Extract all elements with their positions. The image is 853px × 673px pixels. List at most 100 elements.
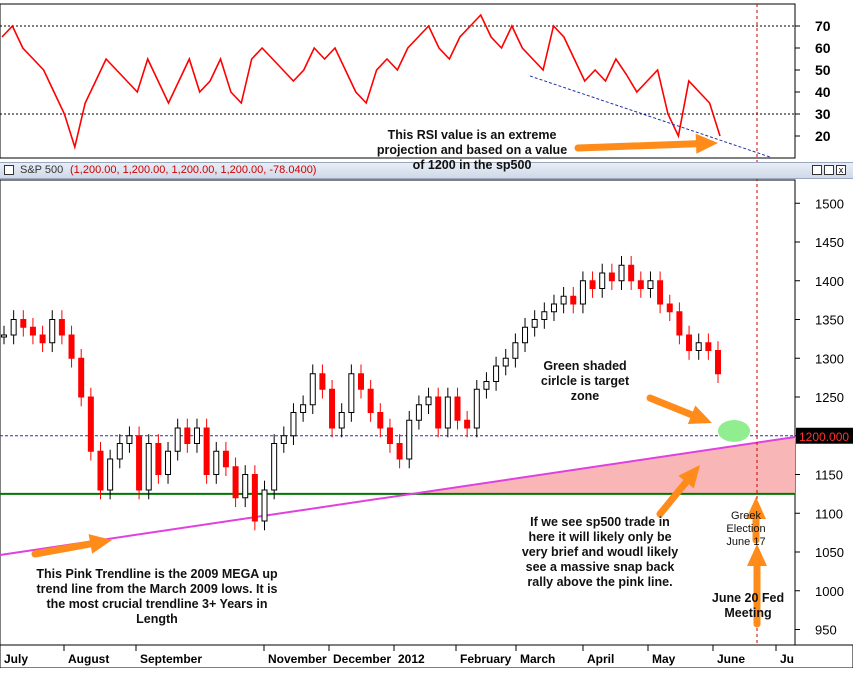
candle-body bbox=[541, 311, 548, 320]
candle-body bbox=[570, 295, 577, 305]
candle-body bbox=[444, 396, 451, 429]
candle-body bbox=[242, 474, 249, 499]
candle-body bbox=[261, 489, 268, 522]
candle-body bbox=[686, 334, 693, 351]
candle-body bbox=[618, 264, 625, 282]
price-tick-label: 1150 bbox=[815, 468, 843, 483]
price-label: 1200.000 bbox=[799, 430, 849, 444]
x-tick-label: 2012 bbox=[398, 652, 425, 666]
candle-body bbox=[58, 319, 65, 336]
greek-election-note: Greek Election June 17 bbox=[726, 510, 766, 548]
candle-body bbox=[107, 458, 114, 491]
x-tick-label: July bbox=[4, 652, 28, 666]
candle-body bbox=[251, 474, 258, 522]
greek-arrow-head bbox=[746, 497, 766, 519]
candle-body bbox=[126, 435, 133, 444]
candle-body bbox=[309, 373, 316, 406]
candle-body bbox=[579, 280, 586, 305]
candle-body bbox=[608, 272, 615, 282]
candle-body bbox=[155, 443, 162, 475]
candle-body bbox=[87, 396, 94, 452]
price-tick-label: 1050 bbox=[815, 545, 844, 560]
trendline-note: This Pink Trendline is the 2009 MEGA up … bbox=[36, 567, 278, 626]
price-tick-label: 1100 bbox=[815, 506, 843, 521]
candle-body bbox=[628, 264, 635, 282]
candle-body bbox=[1, 334, 7, 338]
close-button[interactable]: x bbox=[836, 165, 846, 175]
candle-body bbox=[20, 319, 27, 328]
candle-body bbox=[338, 412, 345, 429]
candle-body bbox=[483, 381, 490, 390]
candle-body bbox=[695, 342, 702, 351]
pink-trendline bbox=[0, 436, 796, 556]
sp500-window-titlebar: S&P 500 (1,200.00, 1,200.00, 1,200.00, 1… bbox=[0, 162, 853, 179]
rsi-note: This RSI value is an extreme projection … bbox=[376, 128, 568, 172]
trade-arrow-head bbox=[678, 465, 700, 489]
candle-body bbox=[647, 280, 654, 289]
x-tick-label: September bbox=[140, 652, 202, 666]
price-tick-label: 1250 bbox=[815, 390, 844, 405]
candle-body bbox=[290, 412, 297, 437]
x-tick-label: November bbox=[268, 652, 327, 666]
candle-body bbox=[512, 342, 519, 359]
rsi-arrow-shaft bbox=[574, 140, 700, 152]
price-tick-label: 1500 bbox=[815, 196, 844, 211]
x-tick-label: August bbox=[68, 652, 109, 666]
rsi-projection-line bbox=[529, 75, 771, 158]
window-values: (1,200.00, 1,200.00, 1,200.00, 1,200.00,… bbox=[70, 164, 317, 176]
candle-body bbox=[396, 443, 403, 460]
target-arrow-shaft bbox=[646, 394, 696, 419]
candle-body bbox=[329, 388, 336, 429]
x-tick-label: December bbox=[333, 652, 391, 666]
candle-body bbox=[435, 396, 442, 429]
candle-body bbox=[39, 334, 46, 344]
candle-body bbox=[280, 435, 287, 444]
candle-body bbox=[464, 419, 471, 429]
candle-body bbox=[97, 450, 104, 491]
x-tick-label: March bbox=[520, 652, 555, 666]
minimize-button[interactable] bbox=[812, 165, 822, 175]
x-tick-label: June bbox=[717, 652, 745, 666]
rsi-panel bbox=[0, 3, 796, 159]
rsi-tick-label: 30 bbox=[815, 106, 831, 122]
candle-body bbox=[174, 427, 181, 452]
target-arrow-head bbox=[687, 405, 712, 425]
candle-body bbox=[522, 326, 529, 344]
maximize-button[interactable] bbox=[824, 165, 834, 175]
rsi-tick-label: 70 bbox=[815, 18, 831, 34]
candle-body bbox=[425, 396, 432, 406]
fed-meeting-note: June 20 Fed Meeting bbox=[711, 591, 785, 620]
candle-body bbox=[550, 303, 557, 313]
candle-body bbox=[715, 350, 721, 375]
candle-body bbox=[300, 404, 307, 413]
candle-body bbox=[29, 326, 36, 336]
candle-body bbox=[367, 388, 374, 413]
candle-body bbox=[203, 427, 210, 475]
candle-body bbox=[599, 272, 606, 289]
candle-body bbox=[705, 342, 712, 351]
trade-note: If we see sp500 trade in here it will li… bbox=[521, 515, 679, 589]
price-panel bbox=[0, 179, 796, 646]
trade-arrow-shaft bbox=[656, 478, 690, 518]
candle-body bbox=[319, 373, 326, 390]
trendline-arrow-head bbox=[88, 534, 112, 554]
candle-body bbox=[657, 280, 664, 305]
candle-body bbox=[348, 373, 355, 413]
x-tick-label: May bbox=[652, 652, 676, 666]
rsi-tick-label: 50 bbox=[815, 62, 831, 78]
candle-body bbox=[502, 357, 509, 367]
candle-body bbox=[222, 450, 229, 468]
candle-body bbox=[145, 443, 152, 491]
candle-body bbox=[386, 427, 393, 444]
candle-body bbox=[473, 388, 480, 429]
price-tick-label: 1450 bbox=[815, 235, 844, 250]
candle-body bbox=[271, 443, 278, 491]
candle-body bbox=[136, 435, 143, 491]
candle-body bbox=[49, 319, 56, 344]
candle-body bbox=[116, 443, 123, 460]
trendline-arrow-shaft bbox=[31, 540, 94, 558]
candle-body bbox=[493, 365, 500, 382]
candle-body bbox=[406, 419, 413, 460]
